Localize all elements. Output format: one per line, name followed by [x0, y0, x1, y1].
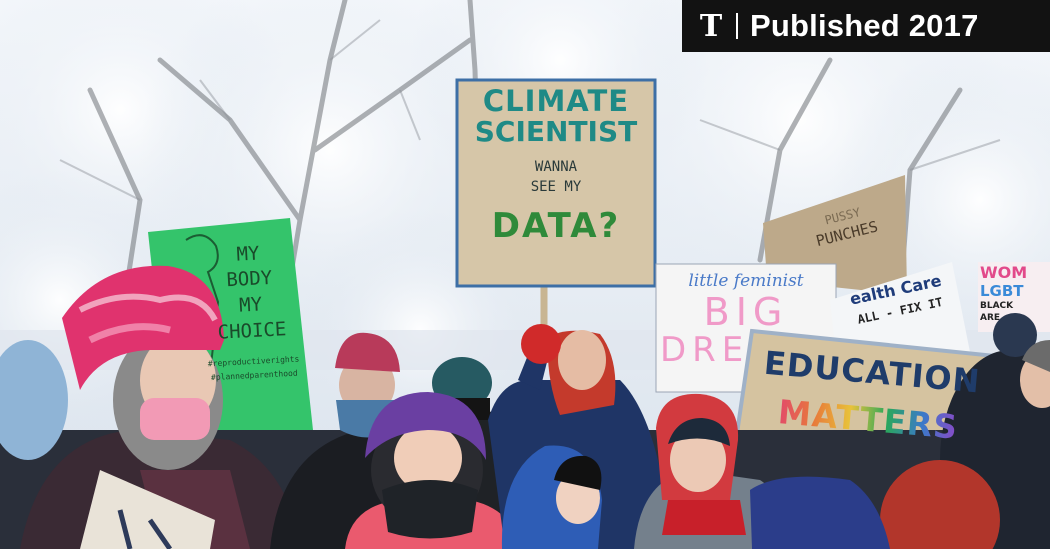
feminist-sign-text: little feminist BIG DRE	[660, 270, 832, 368]
climate-line-1: CLIMATE	[482, 84, 630, 118]
published-label: Published 2017	[750, 8, 979, 43]
feminist-line-2: BIG	[703, 290, 789, 334]
child-purple-hat	[345, 392, 518, 549]
womens-line-2: LGBT	[980, 282, 1024, 300]
education-matters-word: MATTERS	[776, 392, 960, 447]
child-blue-hood	[501, 445, 602, 549]
climate-line-3: WANNA	[534, 159, 578, 175]
climate-sign-text: CLIMATE SCIENTIST WANNA SEE MY DATA?	[462, 86, 650, 248]
published-badge: T Published 2017	[682, 0, 1050, 52]
person-far-right	[1020, 340, 1050, 408]
womens-line-3: BLACK	[980, 301, 1014, 311]
body-line-4: CHOICE	[217, 318, 287, 344]
nyt-logo-icon: T	[699, 8, 723, 44]
feminist-line-1: little feminist	[688, 271, 804, 291]
climate-scientist-sign	[455, 78, 657, 288]
partial-sign-bottom-left	[80, 470, 215, 549]
person-navy-jacket	[750, 476, 890, 549]
womens-line-4: ARE	[980, 313, 1001, 323]
health-care-sign	[830, 262, 970, 352]
badge-divider	[736, 13, 738, 39]
womens-sign-text: WOM LGBT BLACK ARE	[980, 264, 1048, 324]
climate-line-2: SCIENTIST	[474, 115, 638, 148]
womens-line-1: WOM	[980, 263, 1028, 282]
feminist-line-3: DRE	[660, 330, 750, 370]
body-sign-text: MY BODY MY CHOICE #reproductiverights #p…	[192, 239, 309, 384]
climate-line-5: DATA?	[491, 206, 621, 246]
climate-line-4: SEE MY	[530, 179, 582, 195]
